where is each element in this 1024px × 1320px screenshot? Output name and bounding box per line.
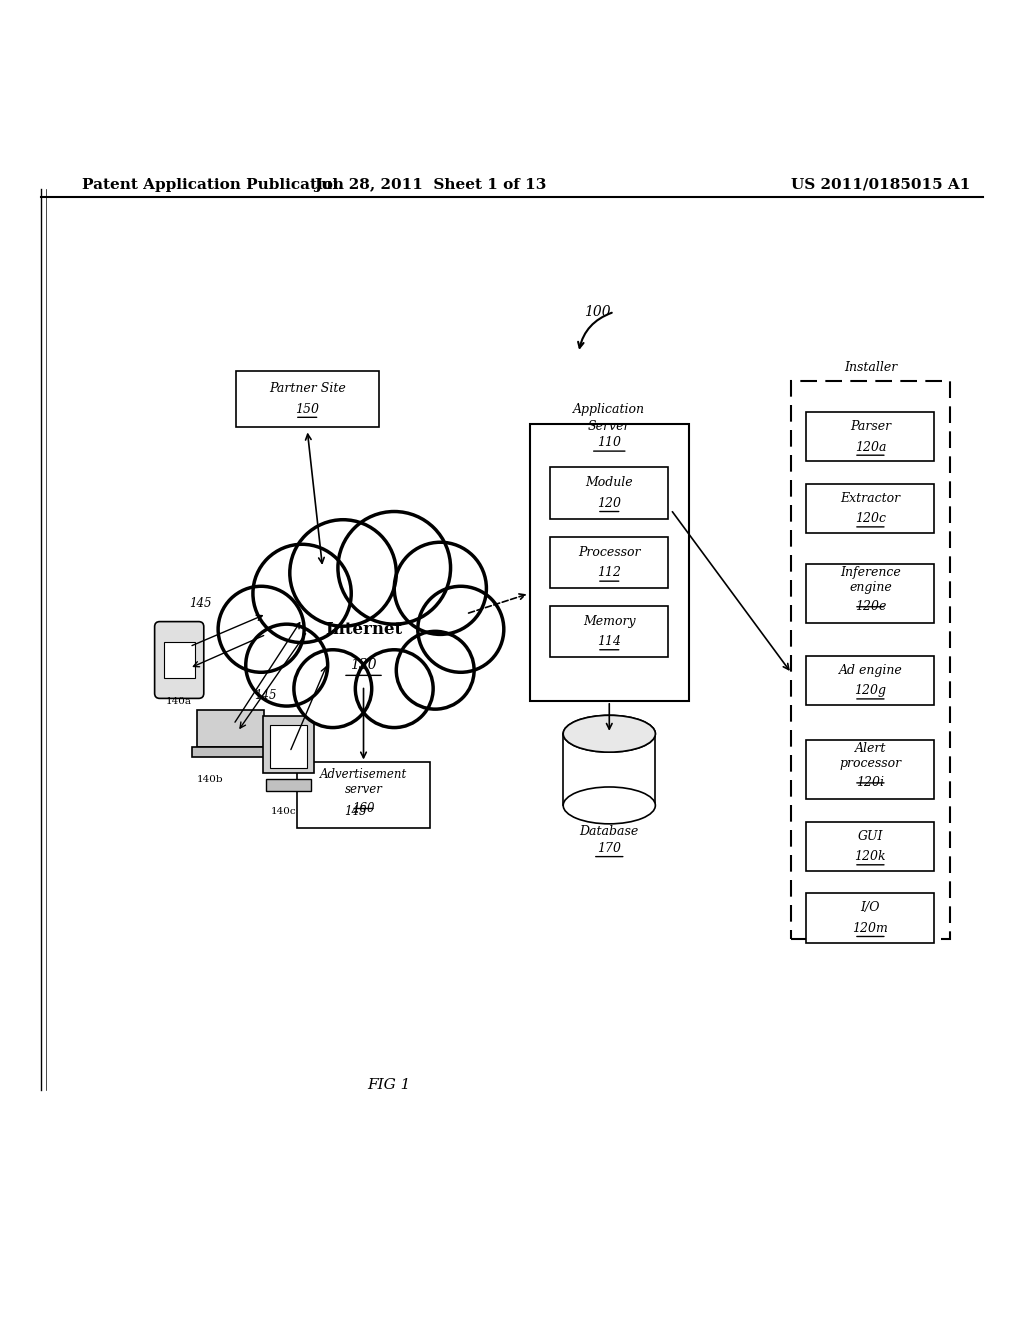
Text: Memory: Memory — [583, 615, 636, 627]
Text: Module: Module — [586, 477, 633, 490]
Text: 145: 145 — [254, 689, 276, 702]
Circle shape — [294, 649, 372, 727]
FancyBboxPatch shape — [236, 371, 379, 428]
Text: 150: 150 — [295, 403, 319, 416]
Text: I/O: I/O — [860, 902, 881, 915]
Ellipse shape — [563, 787, 655, 824]
Text: Application: Application — [573, 403, 645, 416]
Text: Server: Server — [588, 420, 631, 433]
Text: 120c: 120c — [855, 512, 886, 525]
Bar — [563, 734, 655, 805]
FancyBboxPatch shape — [807, 484, 934, 533]
Text: 140c: 140c — [270, 808, 297, 817]
Circle shape — [253, 544, 351, 643]
FancyBboxPatch shape — [197, 710, 264, 747]
Circle shape — [290, 520, 396, 626]
Text: FIG 1: FIG 1 — [368, 1078, 411, 1092]
Text: 120a: 120a — [855, 441, 886, 454]
Text: 160: 160 — [352, 803, 375, 814]
FancyBboxPatch shape — [164, 642, 195, 678]
FancyBboxPatch shape — [551, 467, 668, 519]
Text: 130: 130 — [350, 659, 377, 672]
Text: Installer: Installer — [844, 360, 897, 374]
Text: 120: 120 — [597, 496, 622, 510]
Circle shape — [355, 649, 433, 727]
Text: 112: 112 — [597, 566, 622, 579]
FancyBboxPatch shape — [807, 822, 934, 871]
Text: Parser: Parser — [850, 420, 891, 433]
Text: Ad engine: Ad engine — [839, 664, 902, 677]
FancyBboxPatch shape — [263, 717, 314, 772]
FancyBboxPatch shape — [807, 412, 934, 462]
Circle shape — [218, 586, 304, 672]
Circle shape — [396, 631, 474, 709]
Text: US 2011/0185015 A1: US 2011/0185015 A1 — [791, 178, 971, 191]
Text: 114: 114 — [597, 635, 622, 648]
FancyBboxPatch shape — [807, 894, 934, 942]
Text: 145: 145 — [189, 597, 212, 610]
Text: 120e: 120e — [855, 601, 886, 614]
Circle shape — [418, 586, 504, 672]
Text: 140a: 140a — [166, 697, 193, 706]
FancyBboxPatch shape — [807, 741, 934, 800]
Text: Alert
processor: Alert processor — [840, 742, 901, 771]
Ellipse shape — [563, 715, 655, 752]
Text: 100: 100 — [584, 305, 610, 319]
Text: 120g: 120g — [854, 684, 887, 697]
Text: Internet: Internet — [325, 620, 402, 638]
FancyBboxPatch shape — [270, 725, 307, 767]
Text: 110: 110 — [597, 437, 622, 449]
Text: 120m: 120m — [852, 921, 889, 935]
Text: Patent Application Publication: Patent Application Publication — [82, 178, 344, 191]
Text: 170: 170 — [597, 842, 622, 855]
Ellipse shape — [563, 715, 655, 752]
FancyBboxPatch shape — [807, 564, 934, 623]
Text: GUI: GUI — [858, 830, 883, 842]
Text: 120k: 120k — [855, 850, 886, 863]
Text: 120i: 120i — [856, 776, 885, 789]
FancyBboxPatch shape — [297, 762, 430, 829]
Text: Jul. 28, 2011  Sheet 1 of 13: Jul. 28, 2011 Sheet 1 of 13 — [314, 178, 546, 191]
Circle shape — [338, 512, 451, 624]
Circle shape — [246, 624, 328, 706]
FancyBboxPatch shape — [193, 747, 268, 758]
Circle shape — [394, 543, 486, 635]
FancyBboxPatch shape — [807, 656, 934, 705]
Text: Partner Site: Partner Site — [269, 383, 345, 395]
Text: Advertisement
server: Advertisement server — [319, 768, 408, 796]
Text: 140b: 140b — [197, 775, 223, 784]
FancyBboxPatch shape — [551, 537, 668, 589]
FancyBboxPatch shape — [791, 381, 950, 939]
FancyBboxPatch shape — [266, 779, 311, 791]
Text: Database: Database — [580, 825, 639, 837]
Text: Inference
engine: Inference engine — [840, 566, 901, 594]
FancyBboxPatch shape — [155, 622, 204, 698]
FancyBboxPatch shape — [530, 425, 688, 701]
FancyBboxPatch shape — [551, 606, 668, 657]
Text: 145: 145 — [344, 805, 367, 818]
Text: Processor: Processor — [578, 546, 641, 558]
Text: Extractor: Extractor — [841, 492, 900, 504]
